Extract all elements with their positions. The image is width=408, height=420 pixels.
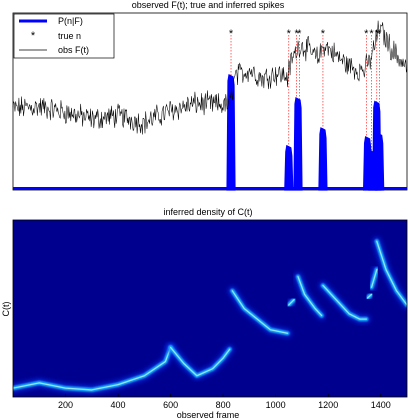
x-tick-label: 400 — [111, 400, 126, 410]
density-ridge-core — [231, 290, 289, 334]
x-tick-label: 800 — [216, 400, 231, 410]
x-tick-label: 1200 — [318, 400, 338, 410]
top-chart-legend: P(n|F) * true n obs F(t) — [13, 13, 115, 59]
true-spike-marker: * — [287, 28, 292, 40]
bottom-chart-plot-area — [12, 219, 408, 398]
x-tick-label: 600 — [163, 400, 178, 410]
bottom-chart-title: inferred density of C(t) — [163, 207, 252, 217]
true-spike-marker: * — [297, 28, 302, 40]
bottom-y-axis-label: C(t) — [1, 302, 11, 317]
legend-swatch-true-spikes: * — [31, 30, 36, 42]
bottom-x-axis-label: observed frame — [177, 410, 240, 420]
posterior-peak — [375, 132, 385, 191]
true-spike-marker: * — [377, 28, 382, 40]
true-spike-marker: * — [229, 28, 234, 40]
top-chart-plot-area: * * ** * * * ** — [12, 12, 408, 191]
posterior-peak — [293, 97, 303, 191]
true-spike-marker: * — [364, 28, 369, 40]
x-tick-label: 200 — [58, 400, 73, 410]
posterior-peak — [318, 127, 328, 191]
density-ridge-core — [13, 346, 172, 391]
posterior-series — [13, 74, 407, 191]
heatmap-frame — [12, 219, 408, 398]
legend-label-true-spikes: true n — [58, 31, 81, 41]
true-spike-marker: * — [369, 28, 374, 40]
fluorescence-trace-series — [12, 20, 408, 135]
bottom-x-axis: 200 400 600 800 1000 1200 1400 — [58, 394, 391, 410]
top-chart-title: observed F(t); true and inferred spikes — [132, 0, 285, 10]
density-ridge-core — [376, 240, 407, 306]
true-spike-marker: * — [295, 28, 300, 40]
density-ridge-core — [297, 275, 323, 317]
density-ridge-core — [288, 299, 295, 306]
density-ridge-core — [370, 268, 378, 288]
posterior-peak — [226, 74, 236, 191]
true-spike-marker: * — [321, 28, 326, 40]
legend-label-trace: obs F(t) — [58, 45, 89, 55]
fluorescence-trace-line — [12, 20, 408, 135]
posterior-peak — [284, 144, 294, 191]
true-spike-markers: * * ** * * * ** — [229, 28, 382, 40]
density-ridge-core — [322, 284, 367, 320]
x-tick-label: 1000 — [266, 400, 286, 410]
heatmap-density-ridges — [13, 236, 407, 395]
x-tick-label: 1400 — [371, 400, 391, 410]
legend-label-posterior: P(n|F) — [58, 16, 83, 26]
true-spike-marker: * — [375, 28, 380, 40]
density-ridge-core — [366, 293, 373, 299]
density-ridge-core — [169, 346, 231, 377]
